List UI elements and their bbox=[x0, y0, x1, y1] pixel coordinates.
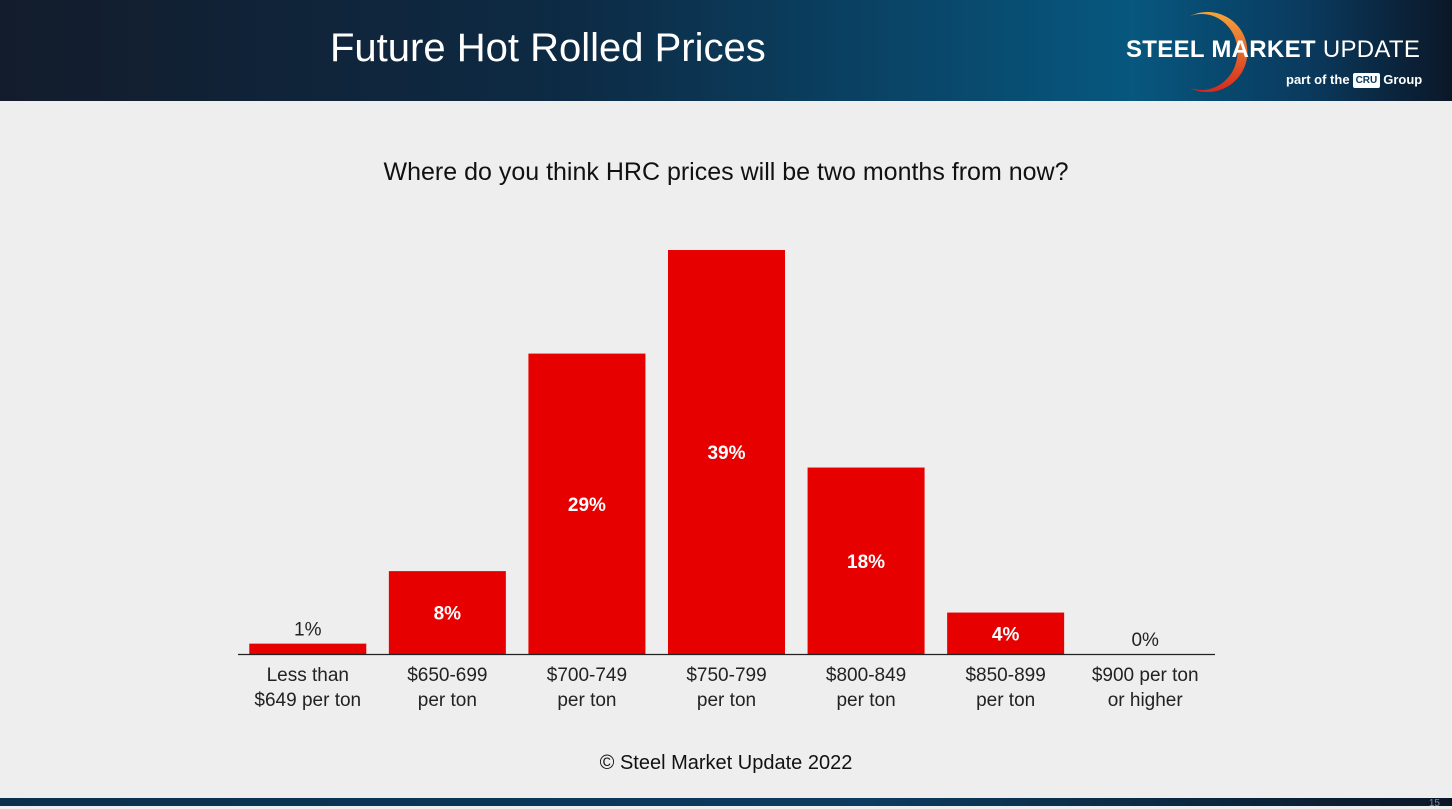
bar bbox=[668, 250, 785, 654]
bar bbox=[947, 612, 1065, 654]
x-tick-label: $850-899 bbox=[965, 665, 1045, 686]
data-label: 0% bbox=[1131, 630, 1159, 651]
logo-arc-icon bbox=[1190, 12, 1248, 92]
bar bbox=[249, 643, 367, 654]
data-label: 8% bbox=[434, 604, 462, 625]
copyright: © Steel Market Update 2022 bbox=[599, 752, 853, 774]
bottom-bar bbox=[0, 798, 1452, 806]
x-tick-label: per ton bbox=[836, 690, 895, 711]
data-label: 29% bbox=[568, 495, 606, 516]
x-tick-label: $800-849 bbox=[826, 665, 906, 686]
data-label: 39% bbox=[707, 443, 745, 464]
steel-market-update-logo: STEEL MARKET UPDATE part of the CRU Group bbox=[1120, 4, 1440, 96]
x-tick-label: $649 per ton bbox=[254, 690, 361, 711]
x-tick-label: $750-799 bbox=[686, 665, 766, 686]
x-tick-label: per ton bbox=[976, 690, 1035, 711]
page-title: Future Hot Rolled Prices bbox=[330, 26, 766, 70]
header-banner: Future Hot Rolled Prices STEEL MARKET UP… bbox=[0, 0, 1452, 101]
x-tick-label: $700-749 bbox=[547, 665, 627, 686]
page-number: 15 bbox=[1428, 798, 1440, 809]
x-tick-label: per ton bbox=[557, 690, 616, 711]
x-tick-label: per ton bbox=[418, 690, 477, 711]
x-tick-label: per ton bbox=[697, 690, 756, 711]
x-tick-label: or higher bbox=[1108, 690, 1184, 711]
x-tick-label: $900 per ton bbox=[1092, 665, 1199, 686]
data-label: 1% bbox=[294, 620, 322, 641]
bar bbox=[528, 353, 646, 654]
data-label: 18% bbox=[847, 552, 885, 573]
data-label: 4% bbox=[992, 624, 1020, 645]
x-tick-label: $650-699 bbox=[407, 665, 487, 686]
chart-title: Where do you think HRC prices will be tw… bbox=[383, 158, 1069, 186]
bar bbox=[807, 467, 925, 654]
bar bbox=[388, 571, 506, 654]
x-tick-label: Less than bbox=[267, 665, 349, 686]
